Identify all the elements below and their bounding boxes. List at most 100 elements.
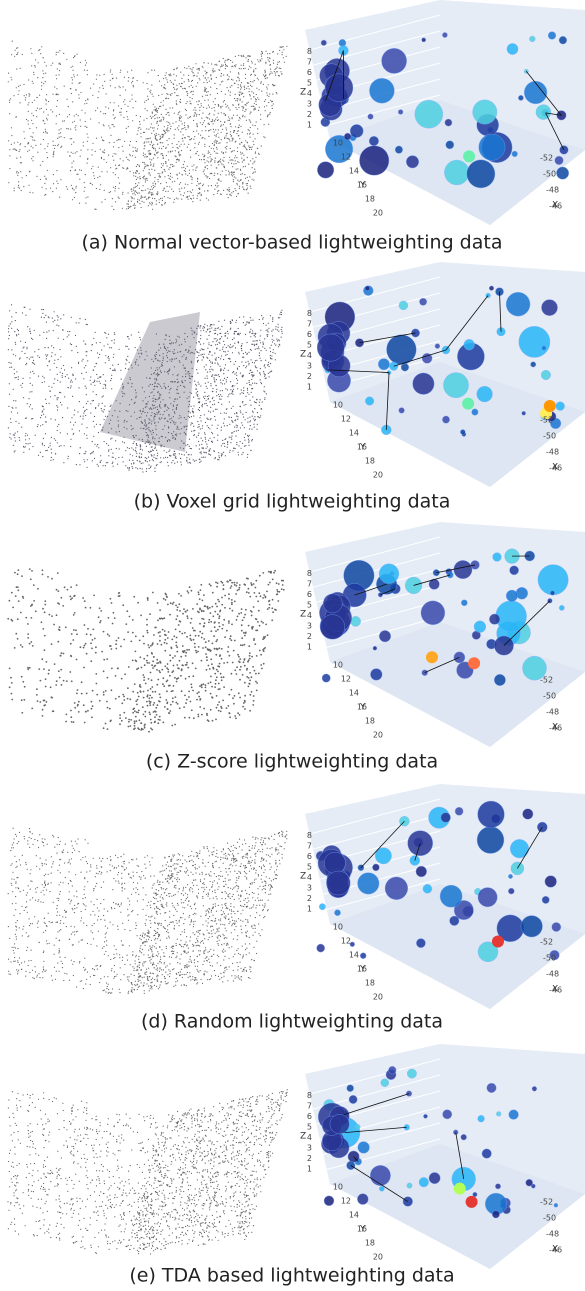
point: [265, 99, 266, 100]
point: [265, 367, 266, 368]
point: [254, 345, 255, 346]
point: [236, 585, 238, 587]
point: [219, 342, 220, 343]
point: [154, 468, 155, 469]
point: [150, 154, 151, 155]
point: [172, 177, 173, 178]
point: [205, 175, 206, 176]
point: [190, 92, 191, 93]
point: [100, 184, 101, 185]
point: [173, 165, 174, 166]
point: [20, 357, 21, 358]
point: [259, 417, 260, 418]
point: [215, 603, 217, 605]
point: [151, 141, 152, 142]
point: [128, 208, 129, 209]
point: [110, 406, 111, 407]
point: [242, 376, 243, 377]
point: [150, 466, 151, 467]
point: [269, 53, 270, 54]
point: [235, 64, 236, 65]
point: [46, 152, 47, 153]
point: [115, 458, 116, 459]
point: [194, 147, 195, 148]
point: [71, 385, 72, 386]
point: [208, 344, 209, 345]
point: [231, 417, 232, 418]
point: [237, 368, 238, 369]
point: [251, 388, 252, 389]
point: [147, 88, 148, 89]
point: [167, 125, 168, 126]
point: [197, 126, 198, 127]
point: [211, 158, 212, 159]
point: [267, 77, 268, 78]
point: [198, 691, 200, 693]
point: [238, 430, 239, 431]
point: [131, 70, 132, 71]
point: [264, 365, 265, 366]
point: [86, 653, 88, 655]
point: [19, 437, 20, 438]
point: [92, 400, 93, 401]
point: [242, 101, 243, 102]
point: [217, 193, 218, 194]
point: [216, 707, 218, 709]
point: [245, 166, 246, 167]
point: [100, 111, 101, 112]
point: [97, 352, 98, 353]
point: [126, 131, 127, 132]
point: [167, 669, 169, 671]
point: [207, 82, 208, 83]
point: [247, 392, 248, 393]
point: [87, 196, 88, 197]
point: [252, 163, 253, 164]
point: [244, 427, 245, 428]
point: [50, 369, 51, 370]
bubble: [555, 156, 564, 165]
point: [33, 360, 34, 361]
point: [160, 457, 161, 458]
point: [237, 151, 238, 152]
point: [221, 430, 222, 431]
point: [218, 402, 219, 403]
point: [239, 658, 241, 660]
point: [217, 582, 219, 584]
point: [235, 126, 236, 127]
point: [13, 95, 14, 96]
point: [136, 141, 137, 142]
point: [137, 468, 138, 469]
point: [148, 192, 149, 193]
point: [84, 453, 85, 454]
point: [96, 79, 97, 80]
point: [36, 688, 38, 690]
point: [128, 192, 129, 193]
point: [225, 127, 226, 128]
point: [115, 370, 116, 371]
point: [264, 373, 265, 374]
point: [233, 447, 234, 448]
point: [42, 77, 43, 78]
point: [270, 315, 271, 316]
point: [90, 607, 92, 609]
point: [228, 598, 230, 600]
point: [26, 119, 27, 120]
point: [240, 612, 242, 614]
point: [144, 145, 145, 146]
point: [77, 54, 78, 55]
point: [98, 432, 99, 433]
point: [69, 331, 70, 332]
point: [240, 174, 241, 175]
point: [211, 121, 212, 122]
point: [83, 378, 84, 379]
point: [217, 629, 219, 631]
point: [248, 323, 249, 324]
point: [267, 329, 268, 330]
point: [235, 141, 236, 142]
point: [114, 369, 115, 370]
point: [257, 78, 258, 79]
point: [32, 357, 33, 358]
point: [224, 607, 226, 609]
point: [80, 126, 81, 127]
point: [226, 347, 227, 348]
